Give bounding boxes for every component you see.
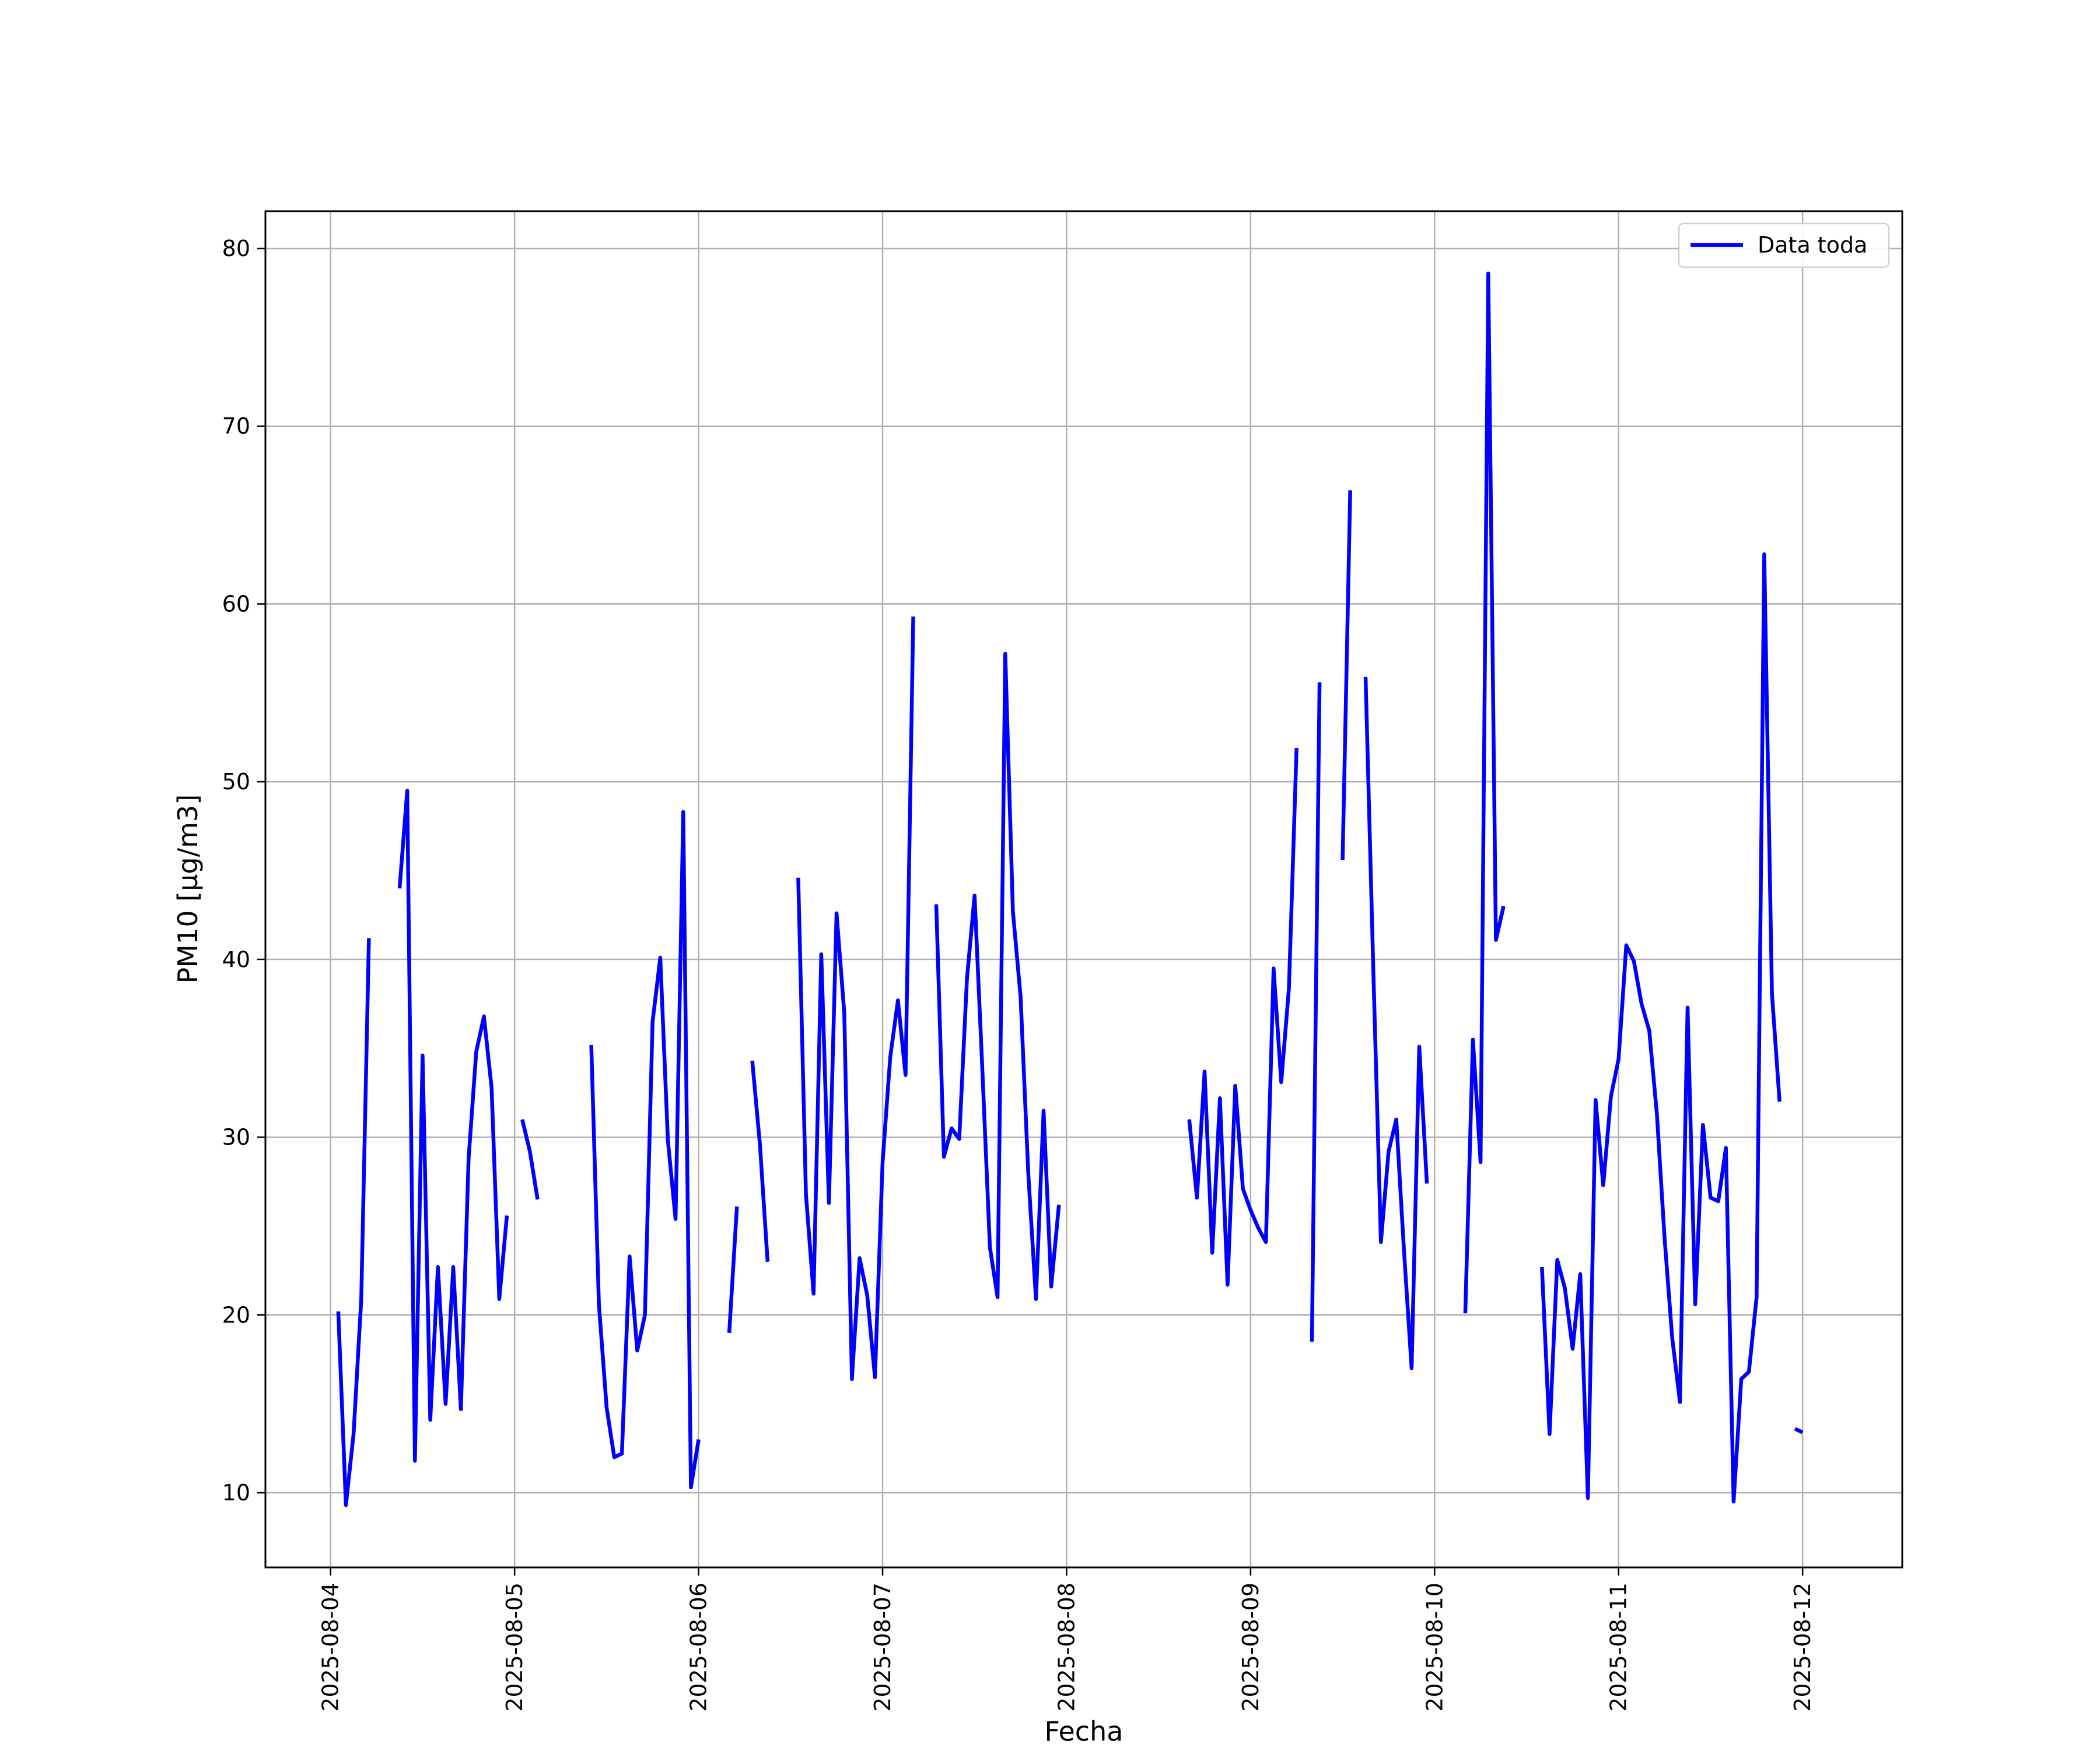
x-tick-label: 2025-08-10 [1422, 1583, 1447, 1712]
x-axis: 2025-08-04 2025-08-05 2025-08-06 2025-08-07… [318, 1567, 1815, 1712]
series-line-segment [336, 938, 371, 1507]
plot-area-background [265, 211, 1902, 1567]
y-tick-label: 80 [222, 236, 250, 261]
series-line-segment [397, 789, 509, 1463]
series-line-segment [1310, 682, 1322, 1342]
y-tick-label: 70 [222, 414, 250, 439]
y-tick-label: 60 [222, 591, 250, 617]
series-line-segment [796, 616, 915, 1381]
legend-label-data-toda: Data toda [1758, 232, 1867, 258]
y-tick-label: 40 [222, 947, 250, 972]
x-tick-label: 2025-08-05 [502, 1583, 527, 1712]
y-tick-label: 20 [222, 1302, 250, 1328]
series-data-toda [336, 271, 1804, 1507]
y-tick-label: 50 [222, 769, 250, 794]
series-line-segment [589, 810, 701, 1490]
plot-frame [264, 210, 1903, 1569]
x-tick-label: 2025-08-04 [318, 1583, 344, 1712]
series-line-segment [1540, 552, 1782, 1504]
series-line-segment [1794, 1427, 1804, 1434]
legend-box [1678, 222, 1890, 268]
series-line-segment [727, 1206, 739, 1333]
series-line-segment [750, 1060, 770, 1262]
y-tick-label: 30 [222, 1125, 250, 1150]
y-axis-label: PM10 [μg/m3] [172, 794, 204, 984]
x-tick-label: 2025-08-11 [1606, 1583, 1632, 1712]
x-tick-label: 2025-08-06 [686, 1583, 712, 1712]
series-line-segment [1187, 748, 1298, 1287]
x-axis-label: Fecha [1045, 1716, 1124, 1747]
y-axis: 10 20 30 40 50 60 70 80 [222, 236, 265, 1506]
grid [265, 211, 1902, 1567]
x-tick-label: 2025-08-08 [1054, 1583, 1079, 1712]
series-line-segment [1363, 677, 1429, 1370]
series-line-segment [1340, 490, 1352, 860]
x-tick-label: 2025-08-07 [870, 1583, 895, 1712]
legend: Data toda [1678, 222, 1890, 268]
series-line-segment [1463, 271, 1506, 1314]
x-tick-label: 2025-08-12 [1790, 1583, 1815, 1712]
x-tick-label: 2025-08-09 [1238, 1583, 1264, 1712]
series-line-segment [934, 652, 1061, 1301]
series-line-segment [520, 1119, 540, 1200]
y-tick-label: 10 [222, 1480, 250, 1506]
